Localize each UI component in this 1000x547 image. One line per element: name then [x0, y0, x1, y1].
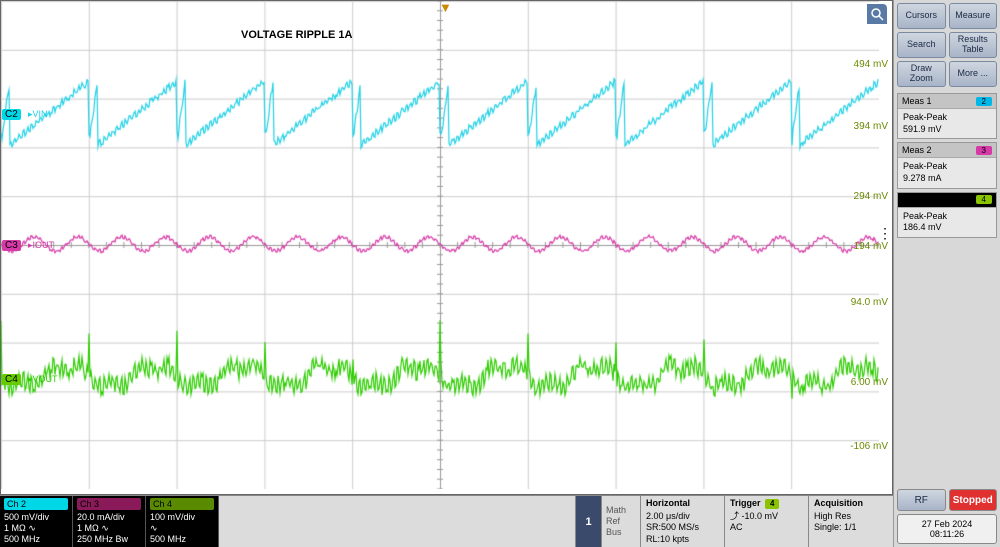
- time-text: 08:11:26: [930, 529, 964, 539]
- channel-box-line: ∿: [150, 523, 214, 534]
- y-axis-label: 294 mV: [854, 191, 888, 202]
- meas-channel-badge: 3: [976, 146, 992, 155]
- layout-one-button[interactable]: 1: [575, 496, 601, 547]
- channel-box-line: 500 mV/div: [4, 512, 68, 523]
- channel-box-header: Ch 3: [77, 498, 141, 510]
- meas-value: 186.4 mV: [903, 222, 991, 234]
- scope-display: VOLTAGE RIPPLE 1A ▼ ⋮ C2 ▸VIN C3 ▸IOUT C4 ▸VO…: [0, 0, 893, 495]
- channel-box-header: Ch 4: [150, 498, 214, 510]
- meas-title: Meas 1: [902, 96, 932, 106]
- meas-channel-badge: 4: [976, 195, 992, 204]
- bus-label: Bus: [606, 527, 636, 538]
- y-axis-label: 194 mV: [854, 241, 888, 252]
- meas-channel-badge: 2: [976, 97, 992, 106]
- horizontal-info[interactable]: Horizontal 2.00 μs/div SR:500 MS/s RL:10…: [641, 496, 725, 547]
- measurement-panel-1[interactable]: Meas 1 2 Peak-Peak591.9 mV: [897, 93, 997, 139]
- channel-box-line: 1 MΩ ∿: [77, 523, 141, 534]
- channel-box-ch3[interactable]: Ch 3 20.0 mA/div1 MΩ ∿250 MHz Bᴡ: [73, 496, 146, 547]
- more-button[interactable]: More ...: [949, 61, 998, 87]
- draw-zoom-button[interactable]: DrawZoom: [897, 61, 946, 87]
- horizontal-line: SR:500 MS/s: [646, 522, 719, 534]
- acquisition-info[interactable]: Acquisition High Res Single: 1/1: [809, 496, 893, 547]
- acquisition-line: Single: 1/1: [814, 522, 888, 534]
- stopped-status[interactable]: Stopped: [949, 489, 998, 511]
- trigger-info[interactable]: Trigger 4 ⤴ -10.0 mV AC: [725, 496, 809, 547]
- search-button[interactable]: Search: [897, 32, 946, 58]
- plot-title: VOLTAGE RIPPLE 1A: [241, 29, 352, 41]
- channel-tag-c4[interactable]: C4: [2, 374, 21, 385]
- channel-box-line: 250 MHz Bᴡ: [77, 534, 141, 545]
- meas-type: Peak-Peak: [903, 211, 991, 223]
- measure-button[interactable]: Measure: [949, 3, 998, 29]
- meas-value: 591.9 mV: [903, 124, 991, 136]
- channel-label-c4: ▸VOUT: [25, 374, 61, 385]
- horizontal-title: Horizontal: [646, 498, 719, 510]
- y-axis-label: -106 mV: [850, 441, 888, 452]
- acquisition-title: Acquisition: [814, 498, 888, 510]
- channel-tag-c2[interactable]: C2: [2, 109, 21, 120]
- channel-tag-c3[interactable]: C3: [2, 240, 21, 251]
- results-table-button[interactable]: ResultsTable: [949, 32, 998, 58]
- channel-label-c2: ▸VIN: [25, 109, 51, 120]
- y-axis-label: 494 mV: [854, 59, 888, 70]
- channel-box-line: 20.0 mA/div: [77, 512, 141, 523]
- channel-label-c3: ▸IOUT: [25, 240, 57, 251]
- waveform-canvas: [1, 1, 879, 489]
- math-label: Math: [606, 505, 636, 516]
- trigger-marker-icon: ▼: [439, 0, 452, 15]
- y-axis-label: 394 mV: [854, 121, 888, 132]
- trigger-title: Trigger 4: [730, 498, 803, 510]
- meas-type: Peak-Peak: [903, 112, 991, 124]
- trigger-channel-badge: 4: [765, 499, 779, 509]
- meas-type: Peak-Peak: [903, 161, 991, 173]
- cursors-button[interactable]: Cursors: [897, 3, 946, 29]
- meas-title: [902, 195, 905, 205]
- channel-box-line: 500 MHz: [150, 534, 214, 545]
- right-sidebar: CursorsMeasureSearchResultsTableDrawZoom…: [893, 0, 1000, 547]
- channel-box-line: 100 mV/div: [150, 512, 214, 523]
- datetime-display: 27 Feb 2024 08:11:26: [897, 514, 997, 544]
- trigger-line: ⤴ -10.0 mV: [730, 511, 803, 523]
- channel-box-line: 1 MΩ ∿: [4, 523, 68, 534]
- y-axis-label: 94.0 mV: [851, 297, 888, 308]
- channel-box-header: Ch 2: [4, 498, 68, 510]
- channel-box-ch4[interactable]: Ch 4 100 mV/div∿500 MHz: [146, 496, 219, 547]
- y-axis-label: 6.00 mV: [851, 377, 888, 388]
- meas-title: Meas 2: [902, 145, 932, 155]
- ref-label: Ref: [606, 516, 636, 527]
- drag-handle-icon[interactable]: ⋮: [878, 231, 892, 237]
- trigger-line: AC: [730, 522, 803, 534]
- rf-button[interactable]: RF: [897, 489, 946, 511]
- channel-box-line: 500 MHz: [4, 534, 68, 545]
- math-ref-bus-box[interactable]: Math Ref Bus: [601, 496, 641, 547]
- measurement-panel-2[interactable]: Meas 2 3 Peak-Peak9.278 mA: [897, 142, 997, 188]
- acquisition-line: High Res: [814, 511, 888, 523]
- meas-value: 9.278 mA: [903, 173, 991, 185]
- bottom-bar: Ch 2500 mV/div1 MΩ ∿500 MHzCh 320.0 mA/d…: [0, 495, 893, 547]
- magnify-icon[interactable]: [867, 4, 887, 24]
- channel-box-ch2[interactable]: Ch 2 500 mV/div1 MΩ ∿500 MHz: [0, 496, 73, 547]
- measurement-panel-3[interactable]: 4 Peak-Peak186.4 mV: [897, 192, 997, 238]
- horizontal-line: 2.00 μs/div: [646, 511, 719, 523]
- horizontal-line: RL:10 kpts: [646, 534, 719, 546]
- date-text: 27 Feb 2024: [922, 519, 973, 529]
